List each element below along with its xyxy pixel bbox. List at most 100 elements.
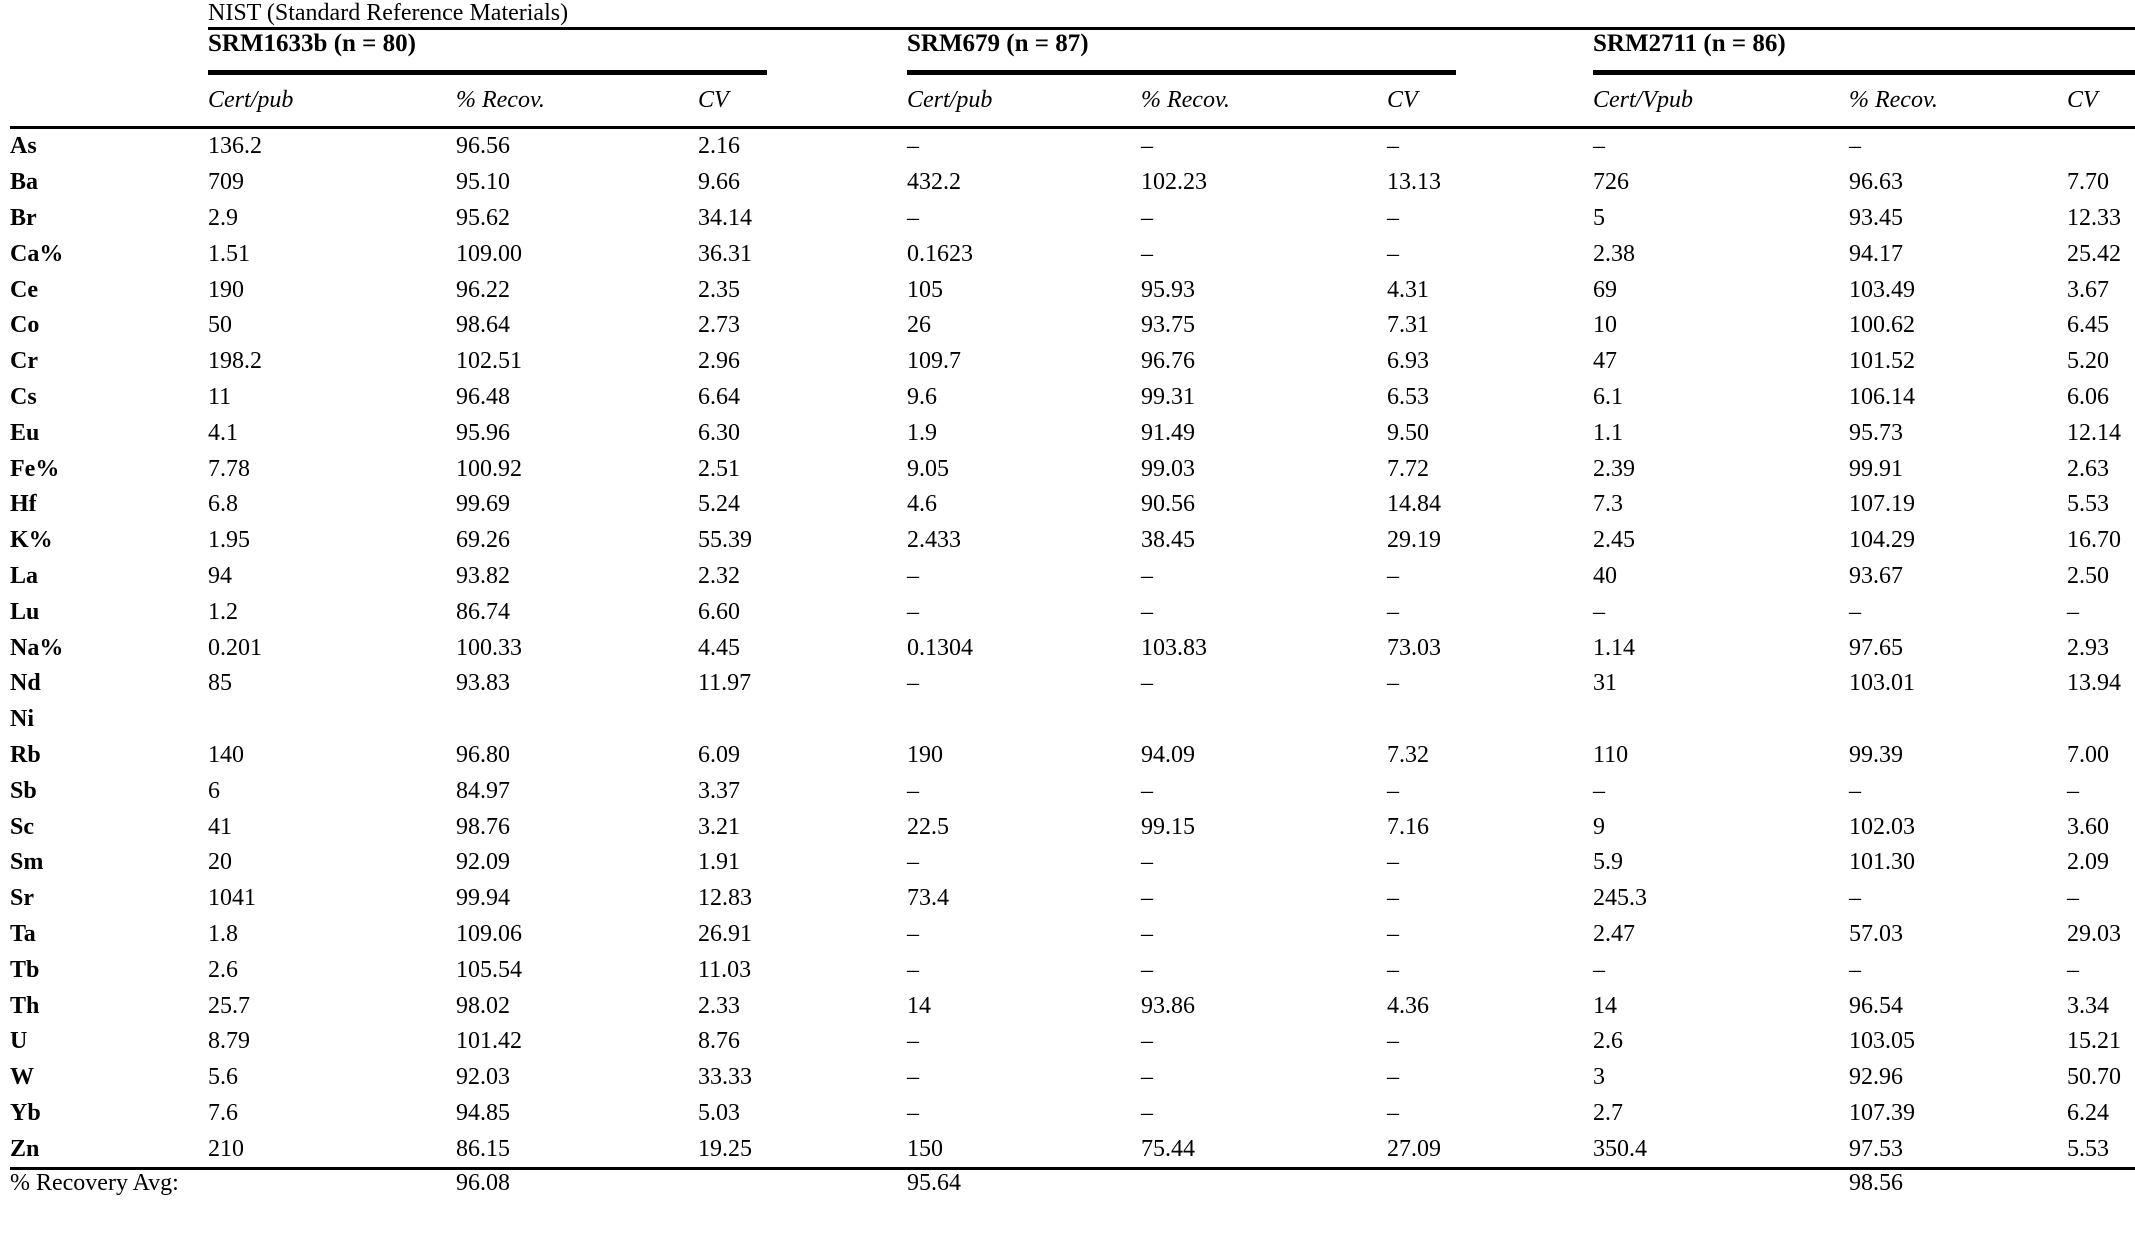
value-cell: 50.70 bbox=[2067, 1064, 2121, 1091]
value-cell bbox=[1849, 702, 2067, 738]
recovery-avg-value bbox=[698, 1169, 907, 1198]
value-cell: 350.4 bbox=[1593, 1131, 1849, 1171]
value-cell: 11 bbox=[208, 383, 232, 410]
value-cell: 75.44 bbox=[1141, 1131, 1387, 1171]
table-row: W 5.6 92.03 33.33 – – – 3 92.96 50.70 bbox=[10, 1060, 2135, 1096]
value-cell: – bbox=[1849, 885, 1861, 912]
value-cell: – bbox=[907, 598, 919, 625]
value-cell: 2.32 bbox=[698, 562, 740, 589]
value-cell: 31 bbox=[1593, 670, 1617, 697]
value-cell: 102.51 bbox=[456, 348, 522, 375]
value-cell: 94.17 bbox=[1849, 240, 1903, 267]
value-cell: 109.00 bbox=[456, 240, 522, 267]
value-cell: – bbox=[907, 204, 919, 231]
value-cell: 5.9 bbox=[1593, 849, 1623, 876]
value-cell: 9.6 bbox=[907, 383, 937, 410]
subheader-row: Cert/pub % Recov. CV Cert/pub % Recov. C… bbox=[10, 75, 2135, 129]
value-cell: 99.15 bbox=[1141, 813, 1195, 840]
value-cell: 14 bbox=[1593, 992, 1617, 1019]
value-cell: 103.05 bbox=[1849, 1028, 1915, 1055]
value-cell: 105 bbox=[907, 276, 943, 303]
element-label: Tb bbox=[10, 956, 40, 983]
value-cell: 101.42 bbox=[456, 1028, 522, 1055]
table-row: Yb 7.6 94.85 5.03 – – – 2.7 107.39 6.24 bbox=[10, 1096, 2135, 1132]
value-cell: 13.13 bbox=[1387, 169, 1441, 196]
table-row: Lu 1.2 86.74 6.60 – – – – – – bbox=[10, 594, 2135, 630]
value-cell: 29.03 bbox=[2067, 920, 2121, 947]
value-cell: 2.45 bbox=[1593, 527, 1635, 554]
value-cell: 10 bbox=[1593, 312, 1617, 339]
value-cell: 14.84 bbox=[1387, 491, 1441, 518]
value-cell: 245.3 bbox=[1593, 885, 1647, 912]
value-cell: 7.72 bbox=[1387, 455, 1429, 482]
value-cell: 136.2 bbox=[208, 133, 262, 160]
value-cell: 95.93 bbox=[1141, 276, 1195, 303]
value-cell: 95.62 bbox=[456, 204, 510, 231]
value-cell: – bbox=[1387, 920, 1399, 947]
subheader-cv-2: CV bbox=[1387, 75, 1593, 129]
value-cell: 100.62 bbox=[1849, 312, 1915, 339]
element-label: Cr bbox=[10, 348, 38, 375]
value-cell: 94 bbox=[208, 562, 232, 589]
value-cell: 25.7 bbox=[208, 992, 250, 1019]
value-cell: – bbox=[1141, 598, 1153, 625]
value-cell: 1.9 bbox=[907, 419, 937, 446]
recovery-avg-value bbox=[1593, 1169, 1849, 1198]
value-cell: – bbox=[1387, 885, 1399, 912]
table-row: Hf 6.8 99.69 5.24 4.6 90.56 14.84 7.3 107.19 5.53 bbox=[10, 487, 2135, 523]
value-cell: – bbox=[1141, 777, 1153, 804]
value-cell: 2.7 bbox=[1593, 1099, 1623, 1126]
value-cell: 6.06 bbox=[2067, 383, 2109, 410]
value-cell: 5.53 bbox=[2067, 491, 2109, 518]
value-cell: 5.53 bbox=[2067, 1131, 2135, 1171]
value-cell: – bbox=[907, 670, 919, 697]
value-cell: 11.03 bbox=[698, 956, 752, 983]
value-cell: 92.96 bbox=[1849, 1064, 1903, 1091]
value-cell: 12.33 bbox=[2067, 204, 2121, 231]
value-cell: – bbox=[1387, 133, 1399, 160]
value-cell: – bbox=[1387, 849, 1399, 876]
value-cell: 1.14 bbox=[1593, 634, 1635, 661]
value-cell: 100.33 bbox=[456, 634, 522, 661]
value-cell: 95.96 bbox=[456, 419, 510, 446]
value-cell: 5.03 bbox=[698, 1099, 740, 1126]
recovery-avg-value: 96.08 bbox=[456, 1170, 510, 1197]
element-label: Sc bbox=[10, 813, 34, 840]
value-cell: – bbox=[1387, 777, 1399, 804]
group-header-srm1633b: SRM1633b (n = 80) bbox=[208, 29, 907, 75]
element-label: U bbox=[10, 1028, 28, 1055]
group-label-srm2711: SRM2711 (n = 86) bbox=[1593, 30, 2135, 75]
value-cell: – bbox=[1387, 1028, 1399, 1055]
value-cell: 25.42 bbox=[2067, 240, 2121, 267]
group-row-spacer bbox=[10, 29, 208, 76]
subheader-recov-1: % Recov. bbox=[456, 75, 698, 129]
value-cell: 7.70 bbox=[2067, 169, 2109, 196]
value-cell: 1.1 bbox=[1593, 419, 1623, 446]
value-cell: 98.02 bbox=[456, 992, 510, 1019]
value-cell: 93.67 bbox=[1849, 562, 1903, 589]
title-row-spacer bbox=[10, 0, 208, 29]
value-cell: – bbox=[1141, 204, 1153, 231]
value-cell: 96.80 bbox=[456, 741, 510, 768]
value-cell: 36.31 bbox=[698, 240, 752, 267]
value-cell: 7.3 bbox=[1593, 491, 1623, 518]
value-cell: 96.48 bbox=[456, 383, 510, 410]
value-cell: 55.39 bbox=[698, 527, 752, 554]
value-cell: 198.2 bbox=[208, 348, 262, 375]
value-cell: 5.24 bbox=[698, 491, 740, 518]
value-cell: 4.1 bbox=[208, 419, 238, 446]
element-label: Ni bbox=[10, 706, 34, 733]
value-cell: 19.25 bbox=[698, 1131, 907, 1171]
value-cell: – bbox=[1387, 562, 1399, 589]
value-cell bbox=[2067, 128, 2135, 165]
value-cell: 12.83 bbox=[698, 885, 752, 912]
table-row: La 94 93.82 2.32 – – – 40 93.67 2.50 bbox=[10, 559, 2135, 595]
value-cell: 1.95 bbox=[208, 527, 250, 554]
element-label: Sr bbox=[10, 885, 34, 912]
value-cell: 7.6 bbox=[208, 1099, 238, 1126]
value-cell: – bbox=[1593, 956, 1605, 983]
value-cell: 96.56 bbox=[456, 133, 510, 160]
value-cell: 93.86 bbox=[1141, 992, 1195, 1019]
subheader-recov-3: % Recov. bbox=[1849, 75, 2067, 129]
subheader-certvpub-3: Cert/Vpub bbox=[1593, 75, 1849, 129]
